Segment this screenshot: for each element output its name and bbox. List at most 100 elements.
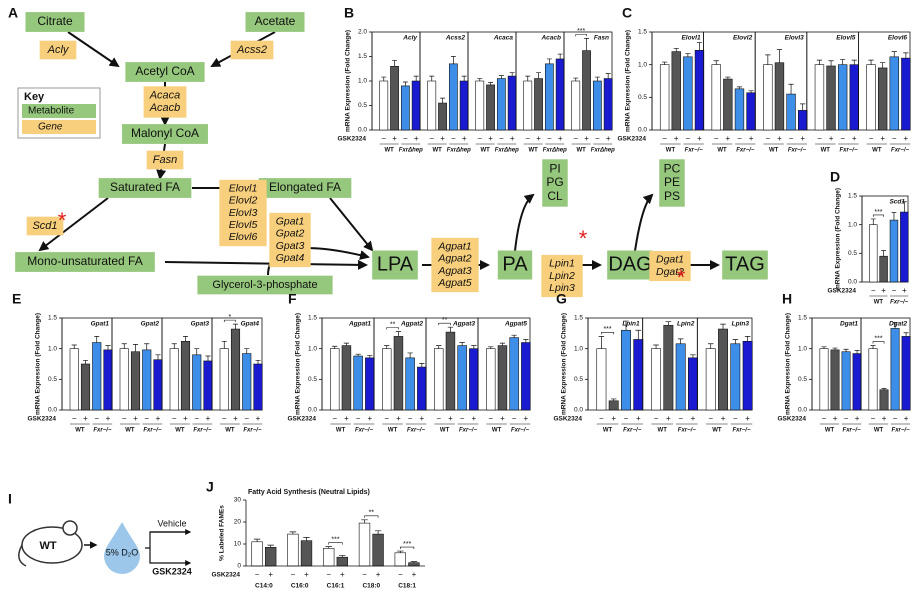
gene-label: Agpat3 (452, 321, 475, 328)
error-bar (440, 97, 446, 104)
treatment-sign: − (436, 414, 441, 423)
gene-label: Dgat1 (656, 254, 684, 266)
metabolite-box (497, 250, 533, 280)
sig-label: *** (577, 28, 585, 35)
panel-letter: E (12, 291, 21, 307)
group-label: WT (528, 148, 538, 154)
water-drop (104, 522, 140, 574)
treatment-sign: + (488, 134, 493, 143)
error-bar (253, 538, 261, 542)
y-tick-label: 1.5 (308, 315, 317, 322)
bar (734, 88, 745, 131)
y-tick-label: 0.5 (848, 250, 857, 257)
treatment-sign: + (749, 134, 754, 143)
treatment-sign: + (510, 134, 515, 143)
group-label: WT (175, 428, 185, 434)
treatment-sign: + (500, 414, 505, 423)
error-bar (410, 561, 418, 563)
y-axis-label: mRNA Expression (Fold Change) (835, 188, 842, 290)
treatment-sign: + (721, 414, 726, 423)
y-tick-label: 1.0 (48, 345, 57, 352)
bar (571, 80, 581, 131)
asterisk: * (579, 226, 588, 251)
y-tick-label: 30 (234, 497, 242, 504)
y-tick-label: 1.0 (574, 345, 583, 352)
treatment-sign: + (636, 414, 641, 423)
treatment-sign: + (726, 134, 731, 143)
error-bar (903, 52, 909, 59)
treatment-sign: − (789, 134, 794, 143)
bar (711, 64, 721, 131)
error-bar (384, 345, 390, 349)
gene-label: Acacb (540, 35, 561, 42)
group-label: Fxr−/− (843, 428, 862, 434)
gene-label: Gpat4 (241, 321, 260, 328)
metabolite-label: Citrate (37, 14, 73, 28)
bar (92, 342, 102, 411)
bar (534, 78, 543, 131)
error-bar (881, 250, 886, 257)
error-bar (765, 54, 771, 65)
treatment-sign: − (573, 134, 578, 143)
bar (763, 64, 773, 131)
sig-bracket (223, 319, 236, 323)
treatment-sign: + (133, 414, 138, 423)
asterisk: * (58, 208, 67, 233)
bar (411, 80, 421, 131)
gene-label: Elovl5 (836, 35, 856, 42)
y-axis-label: mRNA Expression (Fold Change) (295, 313, 302, 415)
error-bar (525, 75, 531, 81)
error-bar (381, 76, 387, 81)
error-bar (499, 342, 506, 346)
arrow (164, 259, 368, 270)
treatment-sign: − (817, 134, 822, 143)
gene-box (649, 250, 691, 282)
gene-box (431, 237, 479, 293)
treatment-sign: − (72, 414, 77, 423)
treatment-sign: − (547, 134, 552, 143)
group-label: Fxr−/− (407, 428, 426, 434)
gene-label: Agpat5 (504, 321, 527, 328)
error-bar (800, 103, 806, 111)
error-bar (523, 339, 529, 343)
chart-title: Fatty Acid Synthesis (Neutral Lipids) (248, 489, 370, 496)
treatment-sign: − (624, 414, 629, 423)
gene-label: Elovl6 (229, 231, 258, 243)
y-tick-label: 0.0 (638, 127, 647, 134)
gene-label: Elovl1 (229, 183, 258, 195)
error-bar (713, 60, 719, 65)
error-bar (397, 550, 404, 553)
treatment-sign: + (396, 414, 401, 423)
bar (497, 345, 508, 411)
sig-label: ** (369, 510, 375, 517)
error-bar (436, 345, 442, 349)
group-label: Fxr−/− (890, 300, 909, 306)
bar (390, 66, 399, 131)
error-bar (843, 348, 849, 352)
group-label: WT (440, 428, 450, 434)
bar (705, 348, 716, 411)
sig-label: *** (331, 536, 339, 543)
bar (901, 57, 911, 131)
error-bar (511, 334, 517, 338)
treatment-sign: − (122, 414, 127, 423)
error-bar (182, 336, 189, 342)
bar (889, 56, 899, 131)
bar (230, 328, 241, 411)
treatment-sign: − (678, 414, 683, 423)
treatment-sign: + (448, 414, 453, 423)
error-bar (367, 355, 373, 358)
treatment-sign: + (414, 134, 419, 143)
treatment-sign: + (344, 414, 349, 423)
y-tick-label: 1.5 (798, 315, 807, 322)
treatment-sign: + (268, 570, 273, 579)
bar (671, 51, 681, 131)
sig-label: *** (603, 326, 611, 333)
gene-label: Agpat2 (400, 321, 423, 328)
gene-label: Elovl2 (229, 195, 258, 207)
bar (251, 541, 263, 567)
gene-label: Scd1 (889, 199, 905, 206)
gene-label: Acss2 (236, 44, 267, 56)
y-tick-label: 0.5 (358, 102, 367, 109)
treatment-sign: + (855, 414, 860, 423)
